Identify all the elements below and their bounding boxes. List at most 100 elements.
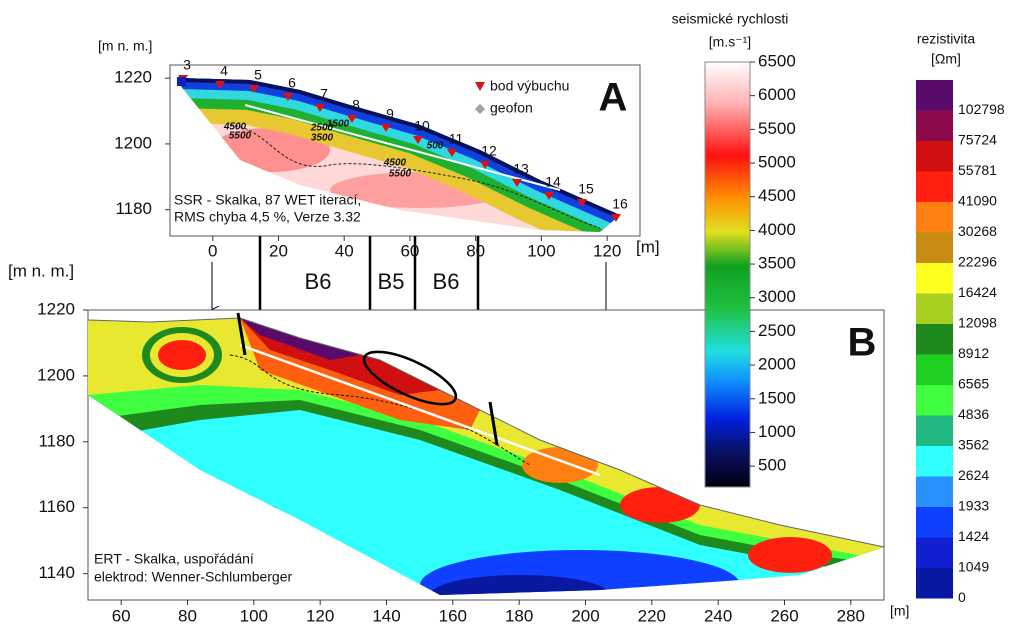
y-tick-label: 1220 <box>37 299 75 318</box>
contour-label: 5500 <box>389 169 412 180</box>
colorbar-bin <box>916 537 953 568</box>
zone-label: B6 <box>305 269 332 294</box>
colorbar-tick-label: 1000 <box>758 422 796 441</box>
y-tick-label: 1140 <box>38 563 75 582</box>
colorbar-tick-label: 8912 <box>958 345 989 361</box>
colorbar-tick-label: 22296 <box>958 254 997 270</box>
colorbar-tick-label: 6000 <box>758 85 796 104</box>
station-label: 8 <box>352 97 360 113</box>
colorbar-tick-label: 5500 <box>758 119 796 138</box>
colorbar-tick-label: 75724 <box>958 132 997 148</box>
zone-label: B6 <box>433 269 460 294</box>
station-label: 14 <box>545 174 561 190</box>
colorbar-tick-label: 30268 <box>958 223 997 239</box>
colorbar-bin <box>916 202 953 233</box>
x-tick-label: 160 <box>439 606 467 625</box>
station-label: 7 <box>320 86 328 102</box>
colorbar-tick-label: 3562 <box>958 437 989 453</box>
shot-marker <box>611 214 621 222</box>
x-tick-label: 260 <box>770 606 798 625</box>
x-axis-unit: [m] <box>636 237 660 256</box>
contour-label: 4500 <box>383 158 407 169</box>
colorbar-tick-label: 0 <box>958 589 966 605</box>
station-label: 16 <box>612 196 628 212</box>
colorbar-tick-label: 102798 <box>958 101 1005 117</box>
colorbar-bin <box>916 293 953 324</box>
colorbar-tick-label: 2624 <box>958 467 989 483</box>
colorbar-bin <box>916 232 953 263</box>
colorbar-tick-label: 1500 <box>758 388 796 407</box>
x-tick-label: 80 <box>178 606 197 625</box>
x-tick-label: 220 <box>638 606 666 625</box>
colorbar-tick-label: 16424 <box>958 284 997 300</box>
legend-marker <box>475 104 485 114</box>
colorbar-bin <box>916 476 953 507</box>
legend-label: geofon <box>490 100 533 116</box>
zone-boundaries <box>258 236 480 312</box>
contour-label: 2500 <box>310 123 334 134</box>
colorbar-tick-label: 6565 <box>958 376 989 392</box>
annotation: elektrod: Wenner-Schlumberger <box>94 569 293 585</box>
colorbar-tick-label: 12098 <box>958 315 997 331</box>
shot-marker <box>413 136 423 144</box>
colorbar-tick-label: 55781 <box>958 162 997 178</box>
x-tick-label: 100 <box>240 606 268 625</box>
colorbar-tick-label: 2000 <box>758 355 796 374</box>
contour-label: 4500 <box>223 122 247 133</box>
x-tick-label: 120 <box>593 241 621 260</box>
x-tick-label: 280 <box>837 606 865 625</box>
y-tick-label: 1180 <box>115 199 152 218</box>
zone-label: B5 <box>378 269 405 294</box>
colorbar-tick-label: 3000 <box>758 287 796 306</box>
colorbar-bin <box>916 446 953 477</box>
annotation: ERT - Skalka, uspořádání <box>94 551 254 567</box>
colorbar-bin <box>916 324 953 355</box>
x-tick-label: 100 <box>527 241 555 260</box>
shot-marker <box>447 149 457 157</box>
resistivity-section <box>88 318 884 595</box>
colorbar-title: rezistivita <box>917 31 976 47</box>
colorbar-bin <box>916 80 953 111</box>
x-tick-label: 60 <box>400 241 419 260</box>
colorbar-title: seismické rychlosti <box>672 11 789 27</box>
panel-label: B <box>848 321 877 365</box>
colorbar-tick-label: 1049 <box>958 559 989 575</box>
station-label: 6 <box>288 75 296 91</box>
colorbar-tick-label: 4000 <box>758 220 796 239</box>
colorbar-bin <box>916 171 953 202</box>
fault <box>488 401 499 446</box>
shot-marker <box>480 161 490 169</box>
x-tick-label: 60 <box>112 606 131 625</box>
colorbar-tick-label: 4500 <box>758 186 796 205</box>
legend-label: bod výbuchu <box>490 78 569 94</box>
x-tick-label: 200 <box>571 606 599 625</box>
colorbar-tick-label: 6500 <box>758 51 796 70</box>
shot-marker <box>544 192 554 200</box>
shot-marker <box>249 85 259 93</box>
shot-marker <box>283 93 293 101</box>
colorbar-bin <box>916 415 953 446</box>
start-marker <box>177 77 186 86</box>
station-label: 12 <box>481 143 497 159</box>
velocity-colorbar <box>704 61 751 488</box>
station-label: 3 <box>183 57 191 73</box>
colorbar-tick-label: 1933 <box>958 498 989 514</box>
annotation: RMS chyba 4,5 %, Verze 3.32 <box>174 209 361 225</box>
colorbar-tick-label: 2500 <box>758 321 796 340</box>
y-tick-label: 1160 <box>38 497 75 516</box>
y-tick-label: 1200 <box>114 133 152 152</box>
legend-marker <box>475 82 485 91</box>
colorbar-unit: [m.s⁻¹] <box>709 34 751 50</box>
colorbar-bin <box>916 141 953 172</box>
station-label: 11 <box>449 131 464 147</box>
colorbar-bin <box>916 110 953 141</box>
colorbar-bin <box>916 385 953 416</box>
y-axis-unit: [m n. m.] <box>8 261 74 280</box>
x-tick-label: 80 <box>466 241 485 260</box>
colorbar-bin <box>916 568 953 599</box>
highlight-ellipse <box>362 350 458 406</box>
x-axis-unit: [m] <box>890 603 909 619</box>
colorbar-tick-label: 41090 <box>958 193 997 209</box>
shot-marker <box>381 124 391 132</box>
